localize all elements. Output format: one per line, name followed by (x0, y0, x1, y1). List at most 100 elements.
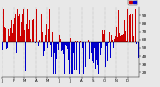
Bar (45, 35, 46, 42)
Bar (25, 42, 26, 71)
Bar (48, 29, 49, 42)
Bar (116, 27, 117, 42)
Bar (18, 16, 19, 42)
Bar (105, 42, 106, 67)
Bar (26, 24, 27, 42)
Bar (43, 42, 44, 56)
Bar (88, 40, 89, 42)
Bar (27, 9, 28, 42)
Bar (17, 9, 18, 42)
Bar (84, 42, 85, 73)
Bar (36, 9, 37, 42)
Bar (128, 27, 129, 42)
Bar (76, 42, 77, 70)
Legend: , : , (128, 0, 137, 5)
Bar (92, 42, 93, 61)
Bar (32, 20, 33, 42)
Bar (82, 42, 83, 48)
Bar (83, 42, 84, 74)
Bar (80, 41, 81, 42)
Bar (94, 42, 95, 48)
Bar (6, 42, 7, 49)
Bar (87, 42, 88, 74)
Bar (2, 42, 3, 50)
Bar (129, 15, 130, 42)
Bar (58, 42, 59, 50)
Bar (14, 18, 15, 42)
Bar (9, 36, 10, 42)
Bar (81, 42, 82, 50)
Bar (72, 42, 73, 74)
Bar (106, 42, 107, 46)
Bar (124, 19, 125, 42)
Bar (79, 42, 80, 74)
Bar (74, 42, 75, 70)
Bar (41, 14, 42, 42)
Bar (89, 42, 90, 59)
Bar (55, 42, 56, 74)
Bar (136, 42, 137, 44)
Bar (96, 27, 97, 42)
Bar (60, 39, 61, 42)
Bar (99, 42, 100, 43)
Bar (54, 42, 55, 53)
Bar (115, 36, 116, 42)
Bar (133, 36, 134, 42)
Bar (28, 29, 29, 42)
Bar (111, 35, 112, 42)
Bar (117, 37, 118, 42)
Bar (75, 27, 76, 42)
Bar (4, 27, 5, 42)
Bar (62, 42, 63, 50)
Bar (125, 31, 126, 42)
Bar (97, 42, 98, 65)
Bar (70, 38, 71, 42)
Bar (104, 30, 105, 42)
Bar (57, 42, 58, 44)
Bar (30, 39, 31, 42)
Bar (33, 19, 34, 42)
Bar (127, 9, 128, 42)
Bar (68, 42, 69, 60)
Bar (46, 24, 47, 42)
Bar (138, 42, 139, 58)
Bar (38, 42, 39, 46)
Bar (3, 9, 4, 42)
Bar (24, 30, 25, 42)
Bar (95, 42, 96, 69)
Bar (42, 32, 43, 42)
Bar (132, 14, 133, 42)
Bar (61, 42, 62, 51)
Bar (39, 40, 40, 42)
Bar (110, 42, 111, 58)
Bar (31, 13, 32, 42)
Bar (90, 42, 91, 47)
Bar (73, 42, 74, 53)
Bar (134, 40, 135, 42)
Bar (47, 42, 48, 48)
Bar (13, 24, 14, 42)
Bar (131, 15, 132, 42)
Bar (119, 40, 120, 42)
Bar (11, 20, 12, 42)
Bar (91, 42, 92, 53)
Bar (20, 36, 21, 42)
Bar (100, 42, 101, 55)
Bar (67, 42, 68, 49)
Bar (77, 41, 78, 42)
Bar (29, 20, 30, 42)
Bar (121, 35, 122, 42)
Bar (65, 42, 66, 45)
Bar (23, 9, 24, 42)
Bar (15, 15, 16, 42)
Bar (44, 42, 45, 51)
Bar (112, 40, 113, 42)
Bar (114, 39, 115, 42)
Bar (135, 9, 136, 42)
Bar (40, 25, 41, 42)
Bar (56, 42, 57, 59)
Bar (109, 32, 110, 42)
Bar (118, 10, 119, 42)
Bar (51, 42, 52, 57)
Bar (103, 34, 104, 42)
